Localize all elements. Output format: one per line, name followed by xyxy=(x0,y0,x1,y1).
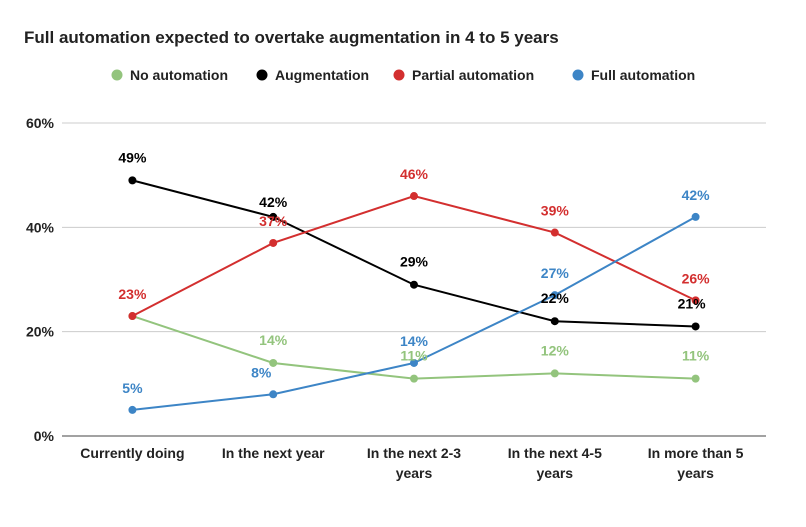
data-label-augmentation: 21% xyxy=(678,295,707,311)
y-tick-label: 60% xyxy=(26,115,55,131)
data-point-augmentation xyxy=(128,176,137,185)
x-tick-label-line: years xyxy=(396,465,433,481)
data-label-full-automation: 27% xyxy=(541,265,570,281)
data-point-no-automation xyxy=(691,374,700,383)
data-label-no-automation: 11% xyxy=(400,348,428,364)
legend-marker-augmentation xyxy=(256,69,268,81)
data-label-partial-automation: 23% xyxy=(118,286,147,302)
data-label-partial-automation: 46% xyxy=(400,166,429,182)
data-label-no-automation: 12% xyxy=(541,342,570,358)
data-point-full-automation xyxy=(410,358,418,367)
data-labels: 14%11% 12% 11%49%42%29%22% 21%23%37%46%39%2… xyxy=(118,149,710,396)
data-point-full-automation xyxy=(269,390,278,399)
legend-item-augmentation: Augmentation xyxy=(256,67,369,83)
data-point-no-automation xyxy=(550,369,559,378)
legend-item-partial-automation: Partial automation xyxy=(393,67,534,83)
data-point-partial-automation xyxy=(269,238,278,247)
data-label-full-automation: 14% xyxy=(400,333,429,349)
data-point-augmentation xyxy=(269,212,278,221)
x-axis: Currently doing In the next year In the ne… xyxy=(80,445,743,481)
data-label-no-automation: 14% xyxy=(259,332,288,348)
legend-label-no-automation: No automation xyxy=(130,67,228,83)
data-point-no-automation xyxy=(410,374,418,383)
data-label-full-automation: 42% xyxy=(682,187,711,203)
data-point-partial-automation xyxy=(410,192,418,201)
data-point-partial-automation xyxy=(128,312,137,321)
x-tick-label: In the next 4-5 years xyxy=(508,445,602,481)
chart-title: Full automation expected to overtake aug… xyxy=(24,28,559,47)
x-tick-label-line: In the next 2-3 xyxy=(367,445,461,461)
y-tick-label: 40% xyxy=(26,219,55,235)
data-point-full-automation xyxy=(550,291,559,300)
data-label-no-automation: 11% xyxy=(682,348,710,364)
data-point-no-automation xyxy=(269,358,278,367)
plot-area xyxy=(128,176,700,414)
data-point-augmentation xyxy=(550,317,559,326)
x-tick-label-line: In the next year xyxy=(222,445,325,461)
data-label-partial-automation: 37% xyxy=(259,213,288,229)
legend-item-no-automation: No automation xyxy=(111,67,228,83)
data-point-full-automation xyxy=(128,405,137,414)
legend-label-partial-automation: Partial automation xyxy=(412,67,534,83)
y-tick-label: 0% xyxy=(34,428,55,444)
legend-item-full-automation: Full automation xyxy=(572,67,695,83)
x-tick-label-line: In more than 5 xyxy=(648,445,744,461)
data-label-augmentation: 49% xyxy=(118,149,147,165)
legend-label-augmentation: Augmentation xyxy=(275,67,369,83)
data-point-augmentation xyxy=(691,322,700,331)
x-tick-label-line: Currently doing xyxy=(80,445,184,461)
data-label-augmentation: 42% xyxy=(259,194,288,210)
data-label-partial-automation: 26% xyxy=(682,270,711,286)
legend: No automation Augmentation Partial automat… xyxy=(111,67,695,83)
x-tick-label-line: In the next 4-5 xyxy=(508,445,602,461)
legend-marker-full-automation xyxy=(572,69,584,81)
legend-marker-no-automation xyxy=(111,69,123,81)
x-tick-label-line: years xyxy=(537,465,574,481)
x-tick-label-line: years xyxy=(677,465,714,481)
data-label-partial-automation: 39% xyxy=(541,203,570,219)
data-label-full-automation: 5% xyxy=(122,380,143,396)
data-label-full-automation: 8% xyxy=(251,364,272,380)
legend-label-full-automation: Full automation xyxy=(591,67,695,83)
x-tick-label: In more than 5 years xyxy=(648,445,744,481)
data-label-augmentation: 29% xyxy=(400,254,429,270)
data-point-augmentation xyxy=(410,280,418,289)
data-label-augmentation: 22% xyxy=(541,290,570,306)
data-point-partial-automation xyxy=(691,296,700,305)
y-axis: 0% 20% 40% 60% xyxy=(26,115,55,444)
y-tick-label: 20% xyxy=(26,324,55,340)
x-tick-label: Currently doing xyxy=(80,445,184,461)
x-tick-label: In the next 2-3 years xyxy=(367,445,461,481)
legend-marker-partial-automation xyxy=(393,69,405,81)
data-point-full-automation xyxy=(691,212,700,221)
x-tick-label: In the next year xyxy=(222,445,325,461)
data-point-partial-automation xyxy=(550,228,559,237)
